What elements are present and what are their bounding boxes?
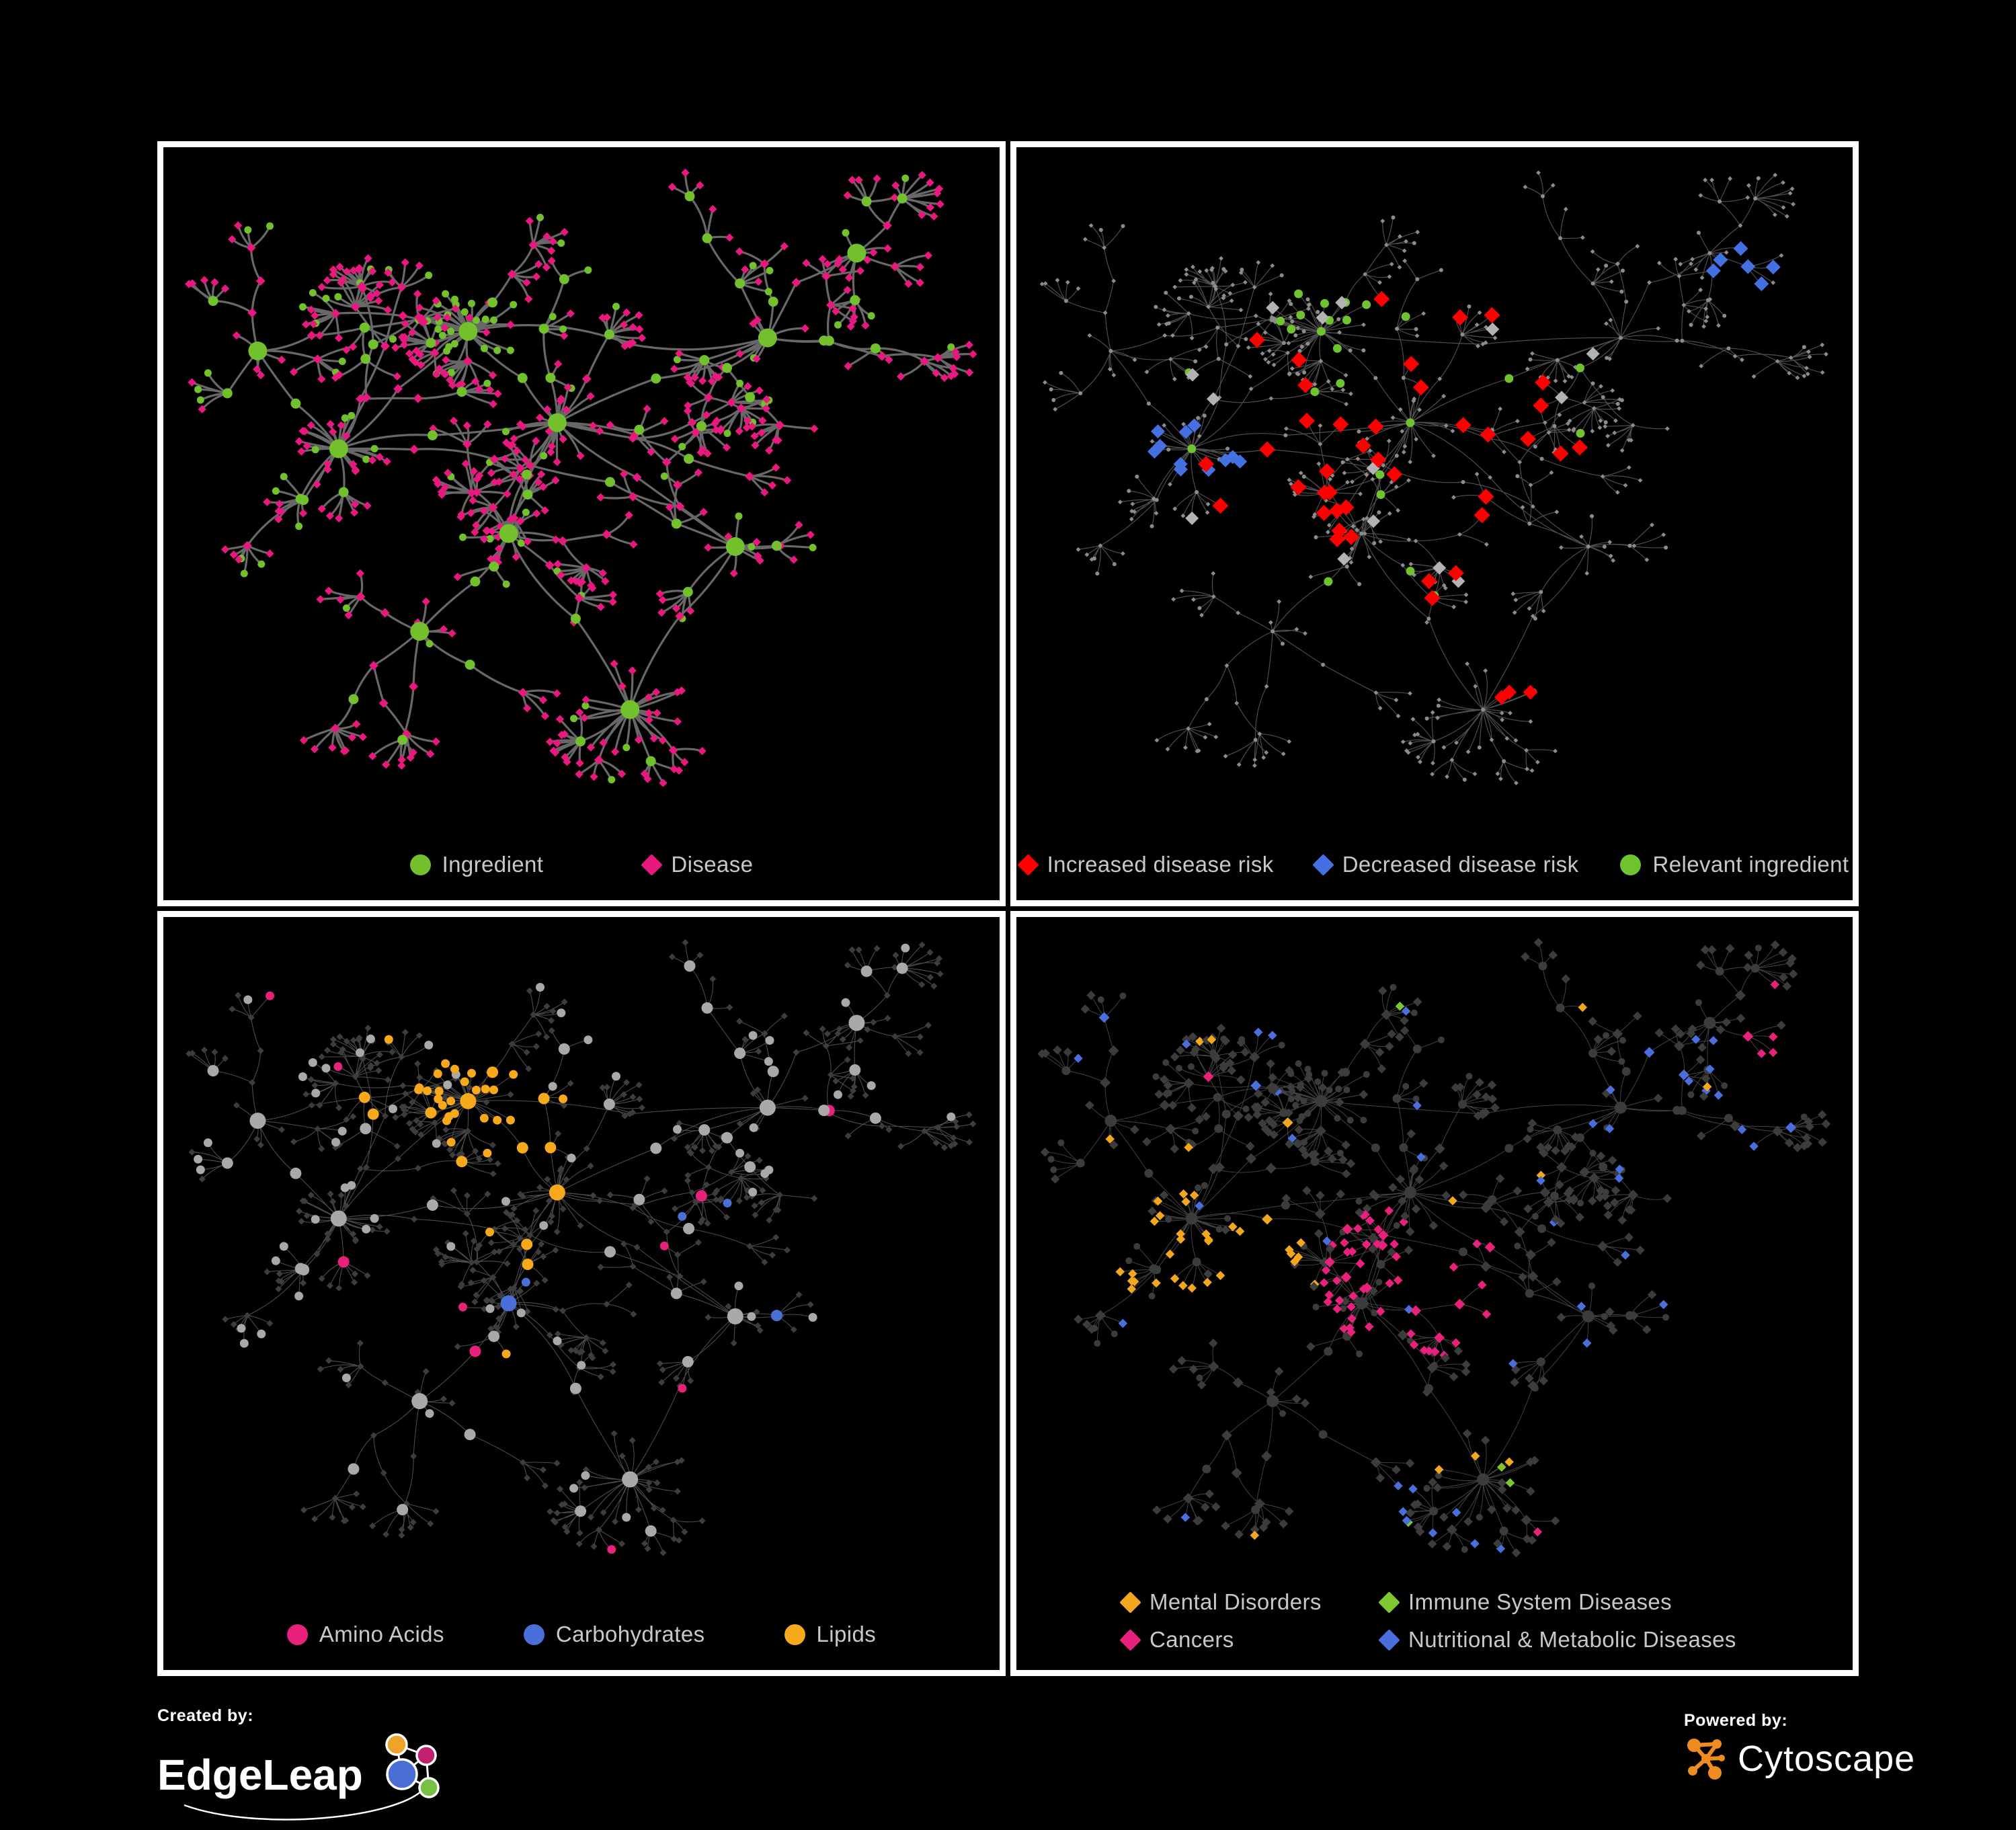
panel-ingredient-disease: Ingredient Disease (157, 141, 1006, 906)
legend-label: Relevant ingredient (1652, 852, 1849, 877)
legend-label: Increased disease risk (1047, 852, 1274, 877)
cytoscape-wordmark: Cytoscape (1738, 1739, 1916, 1779)
panel-disease-risk: Increased disease risk Decreased disease … (1010, 141, 1859, 906)
legend-item-nutritional-metabolic-diseases: Nutritional & Metabolic Diseases (1378, 1627, 1736, 1653)
legend-label: Immune System Diseases (1408, 1589, 1672, 1614)
cytoscape-credit: Powered by: (1684, 1711, 1915, 1782)
legend-metabolite-classes: Amino Acids Carbohydrates Lipids (163, 1622, 1000, 1647)
legend-item-ingredient: Ingredient (409, 852, 544, 877)
legend-item-decreased-disease-risk: Decreased disease risk (1312, 852, 1579, 877)
panel-metabolite-classes: Amino Acids Carbohydrates Lipids (157, 911, 1006, 1676)
diamond-marker (1016, 853, 1039, 876)
circle-marker (1620, 854, 1642, 875)
edgeleap-credit: Created by: EdgeLeap (157, 1706, 473, 1830)
edgeleap-node-magenta (415, 1745, 437, 1766)
legend-item-relevant-ingredient: Relevant ingredient (1620, 852, 1849, 877)
circle-marker (409, 854, 431, 875)
legend-label: Ingredient (442, 852, 544, 877)
cytoscape-logo-icon (1687, 1739, 1725, 1780)
legend-disease-classes: Mental Disorders Immune System Diseases Ca… (1016, 1589, 1853, 1653)
circle-marker (784, 1624, 805, 1645)
legend-disease-risk: Increased disease risk Decreased disease … (1016, 852, 1853, 877)
diamond-marker (1119, 1628, 1141, 1651)
legend-label: Mental Disorders (1150, 1589, 1322, 1614)
legend-ingredient-disease: Ingredient Disease (163, 852, 1000, 877)
edgeleap-wordmark: EdgeLeap (157, 1751, 363, 1799)
legend-label: Disease (671, 852, 754, 877)
legend-item-increased-disease-risk: Increased disease risk (1016, 852, 1274, 877)
diamond-marker (1378, 1628, 1400, 1651)
diamond-marker (1312, 853, 1334, 876)
powered-by-label: Powered by: (1684, 1711, 1788, 1730)
legend-label: Nutritional & Metabolic Diseases (1408, 1627, 1736, 1652)
legend-label: Amino Acids (319, 1622, 444, 1646)
edgeleap-logo: EdgeLeap (157, 1733, 440, 1821)
edgeleap-node-orange (385, 1733, 408, 1756)
panel-disease-classes: Mental Disorders Immune System Diseases Ca… (1010, 911, 1859, 1676)
edgeleap-node-green (418, 1777, 440, 1798)
legend-item-cancers: Cancers (1119, 1627, 1381, 1653)
edgeleap-node-blue (386, 1758, 418, 1790)
network-ingredient-disease (184, 168, 977, 787)
legend-label: Cancers (1150, 1627, 1234, 1652)
circle-marker (523, 1624, 545, 1645)
legend-item-carbohydrates: Carbohydrates (523, 1622, 705, 1647)
diamond-marker (641, 853, 663, 876)
legend-item-mental-disorders: Mental Disorders (1119, 1589, 1381, 1615)
edgeleap-swoosh (184, 1787, 426, 1821)
legend-item-immune-system-diseases: Immune System Diseases (1378, 1589, 1736, 1615)
created-by-label: Created by: (157, 1706, 254, 1725)
circle-marker (286, 1624, 308, 1645)
legend-item-lipids: Lipids (784, 1622, 877, 1647)
legend-item-disease: Disease (641, 852, 754, 877)
legend-label: Decreased disease risk (1342, 852, 1579, 877)
legend-item-amino-acids: Amino Acids (286, 1622, 444, 1647)
legend-label: Carbohydrates (555, 1622, 705, 1646)
network-disease-classes (1037, 938, 1831, 1558)
diamond-marker (1378, 1591, 1400, 1614)
diamond-marker (1119, 1591, 1141, 1614)
network-metabolite-classes (186, 939, 977, 1556)
legend-label: Lipids (816, 1622, 877, 1646)
network-disease-risk (1039, 170, 1828, 785)
